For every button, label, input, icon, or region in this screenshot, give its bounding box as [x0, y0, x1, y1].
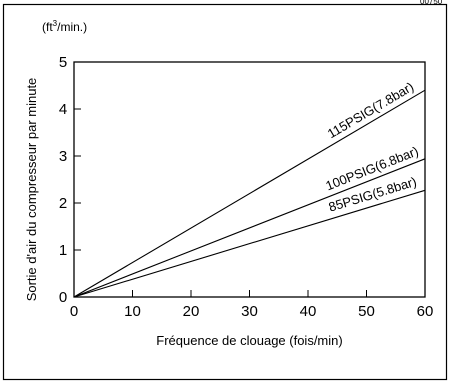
x-tick-label: 40	[300, 303, 317, 320]
series-label: 115PSIG(7.8bar)	[325, 79, 416, 141]
series-group	[73, 89, 426, 298]
x-tick-label: 20	[183, 303, 200, 320]
series-line	[73, 89, 426, 298]
series-line	[73, 158, 426, 298]
x-axis-title: Fréquence de clouage (fois/min)	[156, 333, 342, 348]
x-tick-label: 30	[241, 303, 258, 320]
y-tick-label: 0	[59, 289, 67, 306]
ticks: 0 10 20 30 40 50 60 0 1 2 3 4 5	[59, 54, 434, 320]
x-tick-label: 50	[358, 303, 375, 320]
y-axis-title: Sortie d'air du compresseur par minute	[24, 78, 39, 302]
y-tick-label: 1	[59, 242, 67, 259]
figure-frame	[2, 3, 448, 381]
y-tick-label: 3	[59, 148, 67, 165]
series-line	[73, 189, 426, 298]
x-tick-label: 10	[124, 303, 141, 320]
y-tick-label: 5	[59, 54, 67, 71]
y-tick-label: 2	[59, 195, 67, 212]
figure-code: 00750	[420, 0, 443, 6]
x-tick-label: 0	[70, 303, 78, 320]
x-tick-label: 60	[417, 303, 434, 320]
y-unit-label: (ft3/min.)	[42, 19, 87, 34]
y-tick-label: 4	[59, 101, 67, 118]
